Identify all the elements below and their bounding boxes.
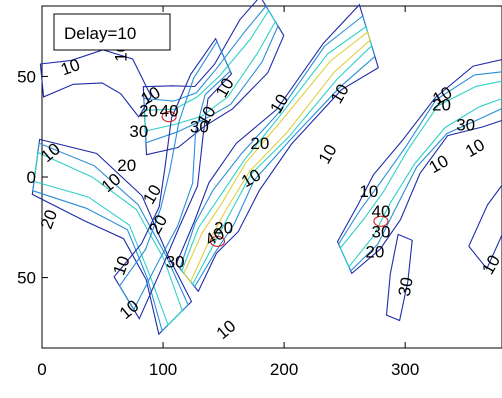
contour-peak	[373, 215, 389, 227]
contour-line	[31, 138, 193, 336]
contour-line	[468, 184, 502, 270]
contour-label: 20	[250, 134, 269, 153]
contour-label: 20	[214, 218, 233, 237]
contour-label: 10	[359, 182, 378, 201]
x-axis: 0 100 200 300	[37, 6, 419, 379]
contour-line	[33, 151, 183, 326]
contour-line	[113, 37, 233, 320]
contour-label: 30	[190, 118, 209, 137]
contour-line	[385, 233, 413, 322]
contour-line	[39, 49, 152, 118]
legend-text: Delay=10	[64, 24, 136, 43]
contour-label: 20	[139, 102, 158, 121]
y-axis: 50 0 50	[17, 67, 48, 288]
x-tick-label: 0	[37, 360, 46, 379]
contour-label: 20	[117, 156, 136, 175]
contour-line	[339, 80, 502, 268]
contour-peak	[161, 111, 177, 123]
contour-line	[179, 15, 376, 288]
y-tick-label: 50	[17, 269, 36, 288]
contour-label: 30	[371, 222, 390, 241]
contour-label: 20	[365, 242, 384, 261]
contour-line	[337, 71, 502, 272]
contour-label: 40	[160, 102, 179, 121]
contour-line	[336, 59, 502, 275]
contour-label: 10	[478, 252, 502, 278]
contour-line	[183, 31, 371, 283]
y-tick-label: 0	[27, 168, 36, 187]
legend-box: Delay=10	[53, 13, 171, 51]
contour-line	[175, 3, 379, 293]
x-tick-label: 200	[270, 360, 298, 379]
contour-label: 40	[371, 202, 390, 221]
contour-label: 30	[395, 276, 417, 298]
y-tick-label: 50	[17, 67, 36, 86]
contour-peak	[209, 235, 226, 247]
contour-label: 30	[166, 253, 185, 272]
contour-lines	[31, 0, 502, 336]
contour-line	[32, 142, 189, 332]
x-tick-label: 100	[149, 360, 177, 379]
contour-label: 30	[129, 122, 148, 141]
contour-label: 20	[432, 96, 451, 115]
contour-line	[143, 9, 276, 132]
contour-line	[118, 40, 231, 311]
contour-label: 30	[456, 116, 475, 135]
contour-line	[142, 0, 285, 156]
x-tick-label: 300	[391, 360, 419, 379]
